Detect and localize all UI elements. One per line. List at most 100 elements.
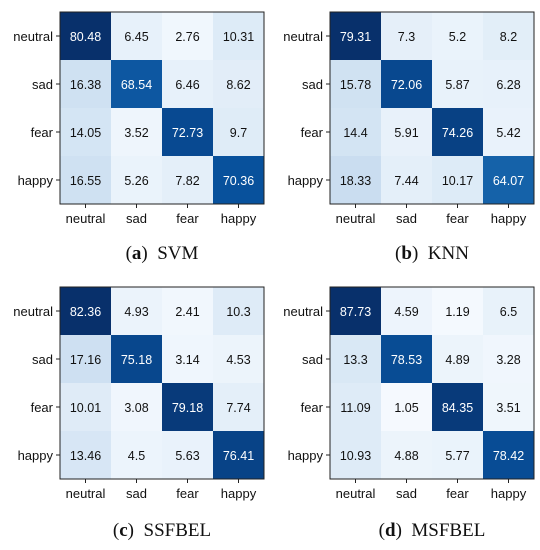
- cell-value-label: 16.38: [70, 78, 101, 92]
- cell-value-label: 64.07: [493, 174, 524, 188]
- cell-value-label: 3.08: [124, 401, 148, 415]
- heatmap-cell: [432, 335, 483, 383]
- heatmap-cell: [60, 431, 111, 479]
- heatmap-cell: [162, 335, 213, 383]
- heatmap-panel-ssfbel: 82.36 4.93 2.41 10.3 17.16 75.18 3.14 4.53 10.01…: [0, 275, 270, 550]
- x-tick-label: fear: [176, 486, 199, 501]
- cell-value-label: 79.31: [340, 30, 371, 44]
- cell-value-label: 82.36: [70, 305, 101, 319]
- heatmap-cell: [111, 156, 162, 204]
- cell-value-label: 10.93: [340, 449, 371, 463]
- heatmap-cell: [330, 335, 381, 383]
- heatmap-cell: [60, 60, 111, 108]
- heatmap-cell: [432, 60, 483, 108]
- cell-value-label: 4.93: [124, 305, 148, 319]
- cell-value-label: 6.28: [496, 78, 520, 92]
- cell-value-label: 15.78: [340, 78, 371, 92]
- confusion-matrix-ssfbel: 82.36 4.93 2.41 10.3 17.16 75.18 3.14 4.53 10.01…: [13, 286, 265, 501]
- cell-value-label: 2.41: [175, 305, 199, 319]
- heatmap-cell: [111, 12, 162, 60]
- heatmap-cell: [381, 156, 432, 204]
- caption-msfbel: (d) MSFBEL: [378, 520, 486, 541]
- cell-value-label: 4.88: [394, 449, 418, 463]
- caption-label: d: [385, 520, 396, 541]
- heatmap-cell: [162, 156, 213, 204]
- cell-value-label: 9.7: [230, 126, 247, 140]
- heatmap-cell: [330, 60, 381, 108]
- heatmap-cell: [381, 108, 432, 156]
- heatmap-cell: [162, 60, 213, 108]
- y-tick-label: sad: [302, 77, 323, 92]
- cell-value-label: 6.5: [500, 305, 517, 319]
- heatmap-frame: [59, 11, 265, 205]
- cell-value-label: 6.45: [124, 30, 148, 44]
- heatmap-cell: [60, 383, 111, 431]
- y-tick-label: happy: [18, 448, 54, 463]
- cell-value-label: 5.87: [445, 78, 469, 92]
- heatmap-cell: [381, 287, 432, 335]
- heatmap-cell: [111, 108, 162, 156]
- confusion-matrix-msfbel: 87.73 4.59 1.19 6.5 13.3 78.53 4.89 3.28 11.09 1.…: [283, 286, 535, 501]
- cell-value-label: 72.06: [391, 78, 422, 92]
- heatmap-cell: [162, 287, 213, 335]
- heatmap-cell: [483, 287, 534, 335]
- cell-value-label: 74.26: [442, 126, 473, 140]
- y-tick-label: sad: [32, 352, 53, 367]
- heatmap-cell: [432, 431, 483, 479]
- heatmap-cell: [213, 335, 264, 383]
- heatmap-cell: [483, 12, 534, 60]
- heatmap-cell: [381, 60, 432, 108]
- heatmap-cell: [330, 108, 381, 156]
- heatmap-cell: [213, 12, 264, 60]
- heatmap-cell: [483, 108, 534, 156]
- y-tick-label: happy: [18, 173, 54, 188]
- heatmap-cell: [483, 383, 534, 431]
- heatmap-cell: [111, 431, 162, 479]
- heatmap-cell: [213, 431, 264, 479]
- cell-value-label: 5.26: [124, 174, 148, 188]
- y-tick-label: happy: [288, 448, 324, 463]
- heatmap-cell: [330, 383, 381, 431]
- cell-value-label: 2.76: [175, 30, 199, 44]
- cell-value-label: 10.01: [70, 401, 101, 415]
- heatmap-cell: [60, 287, 111, 335]
- x-tick-label: happy: [491, 486, 527, 501]
- heatmap-cell: [60, 335, 111, 383]
- heatmap-cell: [213, 108, 264, 156]
- heatmap-cell: [381, 431, 432, 479]
- heatmap-cell: [111, 60, 162, 108]
- cell-value-label: 5.63: [175, 449, 199, 463]
- cell-value-label: 3.14: [175, 353, 199, 367]
- heatmap-cell: [213, 156, 264, 204]
- heatmap-cell: [483, 156, 534, 204]
- caption-svm: (a) SVM: [125, 243, 199, 264]
- heatmap-cell: [330, 12, 381, 60]
- cell-value-label: 78.53: [391, 353, 422, 367]
- heatmap-cell: [162, 108, 213, 156]
- cell-value-label: 75.18: [121, 353, 152, 367]
- y-tick-label: sad: [302, 352, 323, 367]
- cell-value-label: 10.31: [223, 30, 254, 44]
- cell-value-label: 84.35: [442, 401, 473, 415]
- x-tick-label: neutral: [336, 211, 376, 226]
- cell-value-label: 68.54: [121, 78, 152, 92]
- x-tick-label: sad: [126, 486, 147, 501]
- heatmap-cell: [483, 335, 534, 383]
- heatmap-cell: [111, 335, 162, 383]
- heatmap-cell: [381, 335, 432, 383]
- cell-value-label: 8.62: [226, 78, 250, 92]
- cell-value-label: 1.19: [445, 305, 469, 319]
- y-tick-label: neutral: [283, 304, 323, 319]
- confusion-matrix-svm: 80.48 6.45 2.76 10.31 16.38 68.54 6.46 8.62 14.0…: [13, 11, 265, 226]
- cell-value-label: 80.48: [70, 30, 101, 44]
- cell-value-label: 5.42: [496, 126, 520, 140]
- cell-value-label: 6.46: [175, 78, 199, 92]
- heatmap-cell: [432, 383, 483, 431]
- x-tick-label: sad: [126, 211, 147, 226]
- heatmap-cell: [432, 108, 483, 156]
- cell-value-label: 16.55: [70, 174, 101, 188]
- caption-label: b: [401, 243, 412, 264]
- cell-value-label: 3.51: [496, 401, 520, 415]
- heatmap-cell: [483, 431, 534, 479]
- heatmap-panel-msfbel: 87.73 4.59 1.19 6.5 13.3 78.53 4.89 3.28 11.09 1.…: [270, 275, 540, 550]
